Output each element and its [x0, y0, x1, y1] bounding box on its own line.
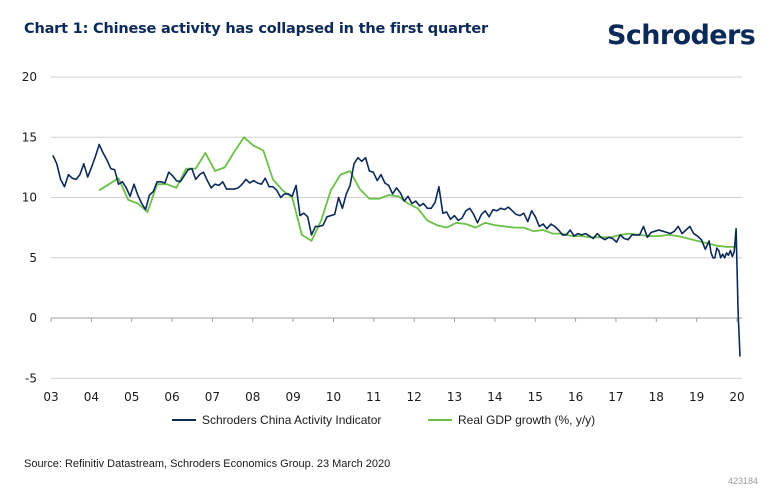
x-tick-label: 18 — [649, 390, 664, 404]
line-chart: 20 15 10 5 0 -5 03 04 05 06 07 08 09 10 11 12 13 14 15 16 1… — [22, 70, 745, 404]
x-tick-label: 13 — [447, 390, 462, 404]
legend-item-gdp: Real GDP growth (%, y/y) — [428, 413, 595, 427]
chart-code: 423184 — [727, 476, 758, 486]
x-tick-label: 09 — [285, 390, 300, 404]
legend-label-activity: Schroders China Activity Indicator — [202, 413, 382, 427]
source-note: Source: Refinitiv Datastream, Schroders … — [24, 458, 391, 470]
x-tick-label: 03 — [43, 390, 58, 404]
x-tick-label: 15 — [528, 390, 543, 404]
schroders-logo: Schroders — [607, 20, 756, 51]
chart-title: Chart 1: Chinese activity has collapsed … — [24, 21, 488, 37]
x-tick-label: 10 — [326, 390, 341, 404]
gridlines — [51, 76, 742, 379]
legend-item-activity: Schroders China Activity Indicator — [172, 413, 381, 427]
x-tick-label: 19 — [689, 390, 704, 404]
x-axis-labels: 03 04 05 06 07 08 09 10 11 12 13 14 15 16 17 18 19 20 — [43, 390, 744, 404]
x-tick-label: 06 — [164, 390, 179, 404]
y-tick-label: 15 — [22, 130, 37, 144]
legend-swatch-gdp — [428, 419, 452, 421]
x-tick-label: 12 — [407, 390, 422, 404]
legend-label-gdp: Real GDP growth (%, y/y) — [458, 413, 596, 427]
y-tick-label: 0 — [29, 311, 37, 325]
legend-swatch-activity — [172, 419, 196, 421]
series-line-gdp-growth — [98, 136, 737, 248]
x-tick-label: 11 — [366, 390, 381, 404]
x-tick-label: 20 — [729, 390, 744, 404]
x-tick-label: 08 — [245, 390, 260, 404]
y-tick-label: -5 — [25, 371, 37, 385]
y-tick-label: 20 — [22, 70, 37, 84]
x-tick-label: 14 — [487, 390, 502, 404]
x-tick-label: 04 — [84, 390, 99, 404]
x-tick-label: 07 — [205, 390, 220, 404]
x-axis — [50, 317, 742, 322]
series-lines — [52, 136, 741, 357]
series-line-activity-indicator — [52, 143, 741, 357]
x-tick-label: 17 — [608, 390, 623, 404]
x-tick-label: 16 — [568, 390, 583, 404]
y-tick-label: 5 — [29, 251, 37, 265]
y-axis-labels: 20 15 10 5 0 -5 — [22, 70, 37, 385]
x-tick-label: 05 — [124, 390, 139, 404]
y-tick-label: 10 — [22, 191, 37, 205]
